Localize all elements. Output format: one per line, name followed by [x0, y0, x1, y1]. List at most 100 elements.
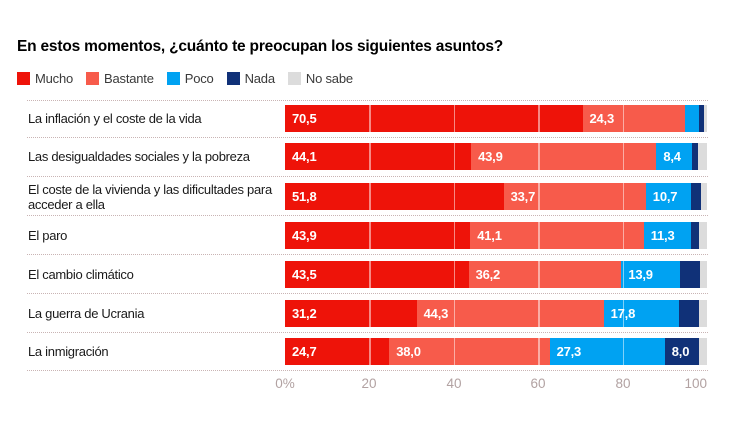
gridline — [369, 143, 371, 170]
bar-segment-no-sabe — [703, 105, 707, 132]
gridline — [369, 338, 371, 365]
gridline — [538, 183, 540, 210]
bar-segment-poco — [685, 105, 699, 132]
mucho-swatch-icon — [17, 72, 30, 85]
gridline — [369, 183, 371, 210]
segment-value-label: 24,7 — [292, 344, 317, 359]
gridline — [538, 105, 540, 132]
stacked-bar: 43,9 41,1 11,3 — [285, 222, 707, 249]
bar-segment-mucho: 43,5 — [285, 261, 469, 288]
gridline — [369, 261, 371, 288]
bar-segment-mucho: 24,7 — [285, 338, 390, 365]
bar-row: Las desigualdades sociales y la pobreza 4… — [0, 143, 750, 170]
bar-segment-nada — [678, 300, 700, 327]
x-tick: 80 — [615, 376, 631, 391]
gridline — [369, 222, 371, 249]
legend-label: Mucho — [35, 71, 74, 86]
gridline — [453, 261, 456, 288]
gridline — [453, 143, 456, 170]
no-sabe-swatch-icon — [287, 72, 301, 85]
segment-value-label: 31,2 — [292, 306, 317, 321]
segment-value-label: 44,1 — [292, 149, 317, 164]
chart-title: En estos momentos, ¿cuánto te preocupan … — [17, 38, 504, 55]
bar-row: El cambio climático 43,5 36,2 13,9 — [0, 261, 750, 288]
category-label: El cambio climático — [28, 267, 134, 282]
segment-value-label: 43,9 — [292, 228, 317, 243]
bar-segment-bastante: 44,3 — [416, 300, 604, 327]
gridline — [622, 183, 625, 210]
row-separator — [27, 293, 708, 294]
legend-item-mucho: Mucho — [17, 71, 73, 86]
row-separator — [27, 100, 708, 101]
segment-value-label: 43,5 — [292, 267, 317, 282]
segment-value-label: 27,3 — [556, 344, 582, 359]
gridline — [538, 143, 540, 170]
bar-row: La guerra de Ucrania 31,2 44,3 17,8 — [0, 300, 750, 327]
gridline — [622, 143, 625, 170]
segment-value-label: 10,7 — [652, 189, 678, 204]
category-label: La inflación y el coste de la vida — [28, 111, 202, 126]
legend-label: No sabe — [305, 71, 353, 86]
bar-segment-mucho: 70,5 — [285, 105, 583, 132]
gridline — [538, 338, 540, 365]
bar-segment-bastante: 41,1 — [470, 222, 644, 249]
stacked-bar: 43,5 36,2 13,9 — [285, 261, 707, 288]
bar-segment-bastante: 43,9 — [471, 143, 657, 170]
row-separator — [27, 176, 708, 177]
bar-segment-no-sabe — [699, 222, 707, 249]
row-separator — [27, 254, 708, 255]
stacked-bar: 31,2 44,3 17,8 — [285, 300, 707, 327]
bar-segment-poco: 27,3 — [549, 338, 665, 365]
gridline — [622, 105, 625, 132]
segment-value-label: 36,2 — [475, 267, 501, 282]
bar-segment-mucho: 51,8 — [285, 183, 504, 210]
bar-row: La inflación y el coste de la vida 70,5 24… — [0, 105, 750, 132]
x-axis: 0% 20 40 60 80 100 — [0, 376, 750, 392]
gridline — [622, 338, 625, 365]
gridline — [622, 300, 625, 327]
gridline — [453, 338, 456, 365]
legend-label: Bastante — [104, 71, 154, 86]
segment-value-label: 33,7 — [510, 189, 536, 204]
legend-item-poco: Poco — [166, 71, 214, 86]
legend-item-no-sabe: No sabe — [287, 71, 353, 86]
segment-value-label: 70,5 — [292, 111, 317, 126]
gridline — [369, 300, 371, 327]
segment-value-label: 38,0 — [396, 344, 421, 359]
gridline — [369, 105, 371, 132]
gridline — [538, 300, 540, 327]
stacked-bar: 70,5 24,3 — [285, 105, 707, 132]
bar-segment-no-sabe — [698, 338, 707, 365]
bar-segment-bastante: 33,7 — [503, 183, 646, 210]
category-label: El paro — [28, 228, 68, 243]
segment-value-label: 13,9 — [628, 267, 653, 282]
bar-segment-mucho: 44,1 — [285, 143, 472, 170]
poco-swatch-icon — [166, 72, 180, 85]
x-tick: 20 — [361, 376, 377, 391]
bar-segment-poco: 17,8 — [603, 300, 679, 327]
segment-value-label: 11,3 — [650, 228, 675, 243]
bar-segment-mucho: 43,9 — [285, 222, 471, 249]
bar-segment-poco: 11,3 — [643, 222, 692, 249]
category-label: El coste de la vivienda y las dificultad… — [28, 181, 272, 212]
category-label: La guerra de Ucrania — [28, 306, 145, 321]
gridline — [622, 222, 625, 249]
row-separator — [27, 215, 708, 216]
bar-segment-poco: 8,4 — [656, 143, 692, 170]
bar-row: La inmigración 24,7 38,0 27,3 8,0 — [0, 338, 750, 365]
row-separator — [27, 137, 708, 138]
bar-segment-no-sabe — [699, 300, 707, 327]
bar-row: El coste de la vivienda y las dificultad… — [0, 181, 750, 212]
gridline — [538, 261, 540, 288]
segment-value-label: 8,4 — [663, 149, 681, 164]
gridline — [453, 183, 456, 210]
bar-segment-nada — [679, 261, 701, 288]
legend-item-nada: Nada — [226, 71, 275, 86]
bar-segment-nada — [690, 183, 702, 210]
segment-value-label: 17,8 — [610, 306, 636, 321]
gridline — [453, 300, 456, 327]
stacked-bar: 24,7 38,0 27,3 8,0 — [285, 338, 707, 365]
segment-value-label: 8,0 — [671, 344, 690, 359]
bar-segment-no-sabe — [697, 143, 707, 170]
